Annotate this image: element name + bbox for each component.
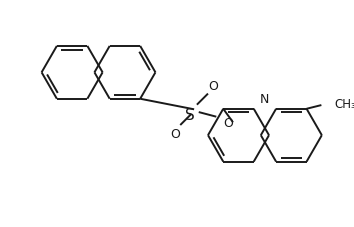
Text: N: N — [260, 93, 270, 106]
Text: O: O — [223, 116, 233, 129]
Text: O: O — [170, 127, 179, 140]
Text: S: S — [185, 108, 194, 123]
Text: O: O — [209, 79, 218, 92]
Text: CH₃: CH₃ — [334, 97, 354, 110]
